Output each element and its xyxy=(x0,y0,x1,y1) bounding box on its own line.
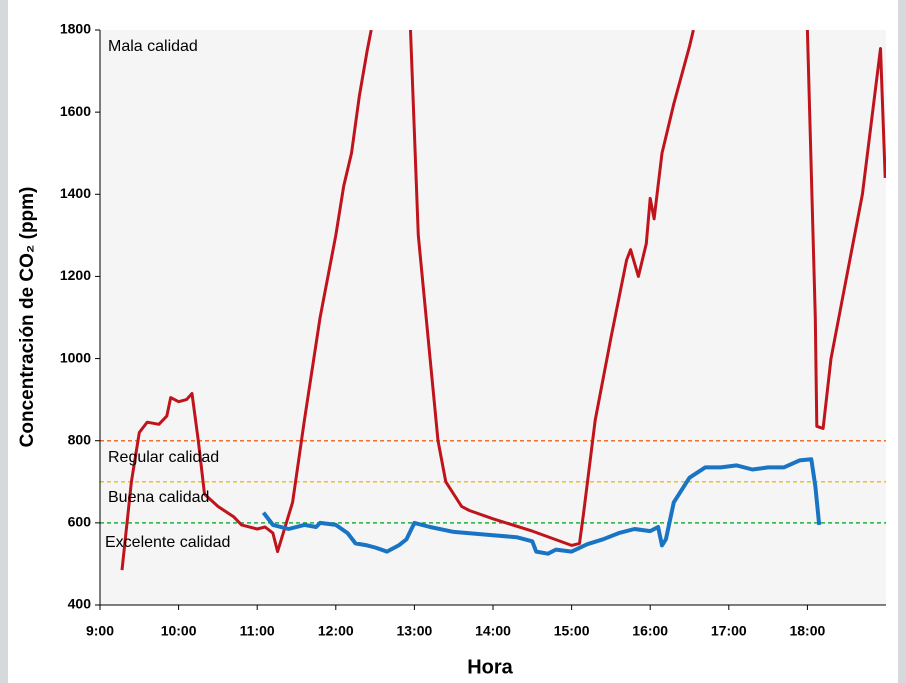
zone-label: Buena calidad xyxy=(108,489,209,506)
zone-label: Excelente calidad xyxy=(105,534,230,551)
y-tick-label: 800 xyxy=(68,431,92,447)
plot-content xyxy=(100,30,886,571)
plot-area xyxy=(100,30,886,605)
y-tick-label: 1000 xyxy=(60,349,91,365)
x-axis-title: Hora xyxy=(467,656,513,678)
x-tick-label: 9:00 xyxy=(86,623,114,639)
zone-label: Regular calidad xyxy=(108,449,219,466)
x-tick-label: 13:00 xyxy=(396,623,432,639)
x-tick-label: 12:00 xyxy=(318,623,354,639)
x-tick-label: 11:00 xyxy=(240,623,275,639)
x-tick-label: 18:00 xyxy=(789,623,825,639)
y-tick-label: 1400 xyxy=(60,185,91,201)
y-tick-label: 1800 xyxy=(60,21,91,37)
y-tick-label: 1200 xyxy=(60,267,91,283)
x-tick-label: 16:00 xyxy=(632,623,668,639)
data-line xyxy=(261,457,822,556)
data-line xyxy=(120,30,886,571)
y-axis-title: Concentración de CO₂ (ppm) xyxy=(17,187,38,448)
y-tick-label: 1600 xyxy=(60,103,91,119)
x-tick-label: 10:00 xyxy=(161,623,197,639)
x-tick-label: 14:00 xyxy=(475,623,511,639)
y-tick-label: 400 xyxy=(68,596,92,612)
x-tick-label: 17:00 xyxy=(711,623,747,639)
zone-label: Mala calidad xyxy=(108,38,198,55)
x-tick-label: 15:00 xyxy=(554,623,590,639)
y-tick-label: 600 xyxy=(68,514,92,530)
